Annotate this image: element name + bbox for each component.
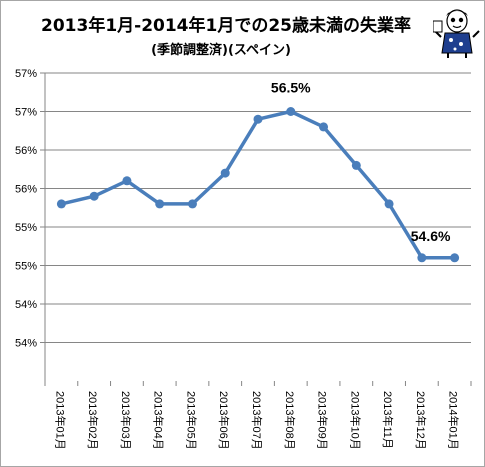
data-point [417,253,427,263]
series-line [60,109,455,260]
data-point [450,253,460,263]
data-point [187,199,197,209]
x-tick-label: 2013年05月 [184,391,198,450]
mascot-icon [433,9,480,58]
y-tick-label: 56% [15,184,37,196]
data-point [155,199,165,209]
x-tick-label: 2013年08月 [283,391,297,450]
x-tick-label: 2013年12月 [414,391,428,450]
data-point [220,168,230,178]
data-point [286,107,296,116]
y-tick-label: 54% [15,299,37,311]
axes [40,72,472,386]
x-tick-label: 2013年09月 [316,391,330,450]
y-tick-label: 55% [15,261,37,273]
x-tick-label: 2013年07月 [250,391,264,450]
data-point [253,114,263,124]
x-tick-label: 2013年10月 [348,391,362,450]
chart-subtitle: (季節調整済)(スペイン) [151,43,291,58]
data-point [89,191,99,201]
data-label: 56.5% [271,80,311,96]
grid-lines [45,72,471,343]
x-tick-label: 2014年01月 [447,391,461,450]
y-tick-label: 56% [15,145,37,157]
x-tick-label: 2013年11月 [381,391,395,449]
x-tick-label: 2013年02月 [86,391,100,450]
data-label: 54.6% [411,228,451,244]
data-point [56,199,66,209]
y-tick-label: 57% [15,68,37,80]
y-tick-label: 55% [15,222,37,234]
data-point [122,176,132,186]
y-tick-labels: 57% 57% 56% 56% 55% 55% 54% 54% [15,68,37,350]
x-tick-label: 2013年06月 [217,391,231,450]
data-point [351,160,361,170]
x-tick-label: 2013年03月 [119,391,133,450]
x-tick-label: 2013年04月 [152,391,166,450]
y-tick-label: 54% [15,338,37,350]
x-tick-label: 2013年01月 [53,391,67,450]
chart-title: 2013年1月-2014年1月での25歳未満の失業率 [41,16,411,36]
series-line-group [56,107,460,263]
data-point [384,199,394,209]
y-tick-label: 57% [15,107,37,119]
data-point [319,122,329,132]
data-labels: 56.5% 54.6% [271,80,451,244]
x-tick-labels: 2013年01月 2013年02月 2013年03月 2013年04月 2013年05月… [53,391,460,450]
